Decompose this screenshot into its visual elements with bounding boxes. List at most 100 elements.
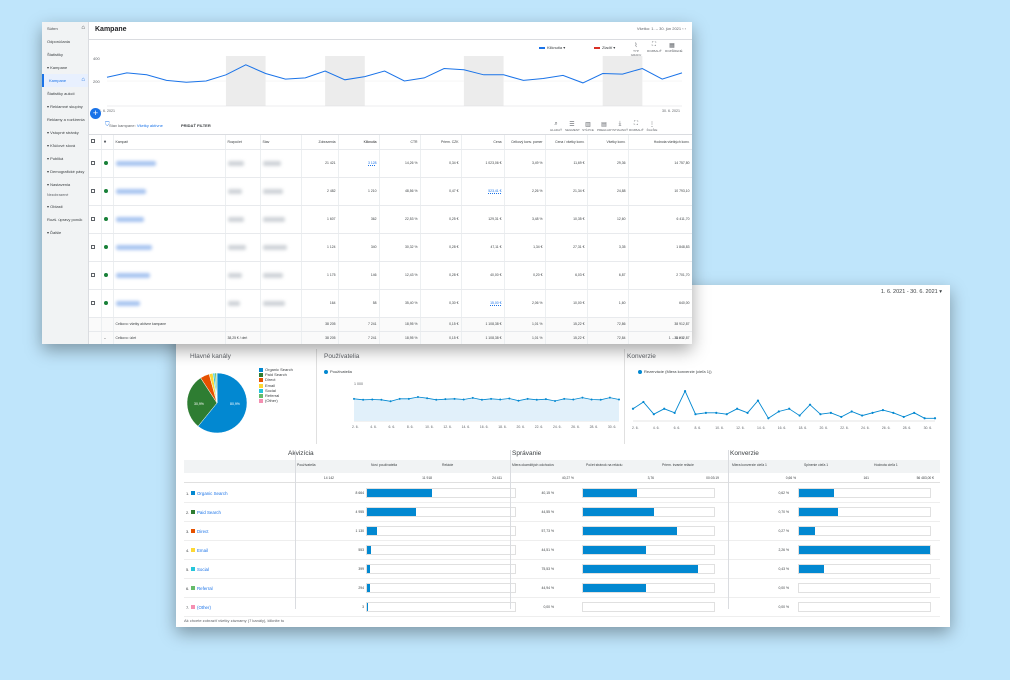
status-cell[interactable] (101, 205, 114, 234)
column-header-6[interactable]: Priem. CZK (420, 135, 462, 150)
column-header-7[interactable]: Cena (461, 135, 505, 150)
users-point[interactable] (398, 397, 401, 400)
conversion-point[interactable] (746, 411, 749, 414)
conversion-point[interactable] (933, 417, 937, 420)
redacted-campaign-name[interactable] (115, 188, 146, 194)
sidebar-item-items2[interactable]: Štatistiky (42, 48, 88, 61)
users-point[interactable] (462, 398, 465, 401)
sidebar-item-items0[interactable]: Súhrn ⌂ (42, 22, 88, 35)
users-point[interactable] (480, 398, 483, 401)
users-point[interactable] (508, 397, 511, 400)
column-header-5[interactable]: CTR (379, 135, 421, 150)
sidebar-item-items4[interactable]: Kampane ⌂ (42, 74, 88, 87)
table-row[interactable]: 1 175 146 12,43 % 0,28 €40,00 €0,20 €6,03 €… (89, 261, 692, 290)
metric1-selector[interactable]: Kliknutia ▾ (539, 45, 565, 50)
metric-cell[interactable]: 15,00 € (461, 289, 505, 318)
add-campaign-button[interactable]: + (90, 108, 101, 119)
users-point[interactable] (572, 398, 575, 401)
conversion-point[interactable] (631, 407, 635, 410)
tool-button-1[interactable]: ☰ SEGMENT (565, 121, 580, 132)
conversion-point[interactable] (652, 413, 655, 416)
conversion-point[interactable] (808, 403, 812, 406)
sidebar-item-items8[interactable]: ▾ Vstupné stránky (42, 126, 88, 139)
channel-row[interactable]: 5. Social 399 75,53 % 0,43 % (184, 560, 940, 579)
column-header-9[interactable]: Cena / všetky konv. (545, 135, 588, 150)
users-point[interactable] (416, 396, 419, 398)
channel-name-link[interactable]: (Other) (197, 604, 211, 610)
conversion-point[interactable] (756, 399, 760, 402)
sidebar-item-items6[interactable]: ▾ Reklamné skupiny (42, 100, 88, 113)
users-point[interactable] (471, 396, 474, 399)
users-point[interactable] (444, 398, 447, 401)
users-point[interactable] (435, 398, 438, 401)
campaign-name-cell[interactable] (113, 233, 226, 262)
channel-row[interactable]: 1. Organic Search 8 664 40,15 % 0,62 % (184, 484, 940, 503)
row-checkbox[interactable] (91, 272, 95, 277)
channel-name-link[interactable]: Organic Search (197, 490, 228, 496)
conversion-point[interactable] (788, 407, 791, 410)
pie-slice[interactable] (197, 372, 248, 434)
channel-row[interactable]: 6. Referral 294 44,94 % 0,00 % (184, 579, 940, 598)
active-filter-chip[interactable]: Stav kampane: Všetky aktívne (109, 123, 163, 128)
users-point[interactable] (590, 398, 593, 401)
users-point[interactable] (526, 397, 529, 400)
row-checkbox[interactable] (91, 188, 95, 193)
conversion-point[interactable] (923, 417, 926, 420)
row-checkbox-cell[interactable] (89, 149, 102, 178)
column-header-10[interactable]: Všetky konv. (587, 135, 629, 150)
conversion-point[interactable] (861, 414, 864, 417)
expand-button[interactable]: ⛶ ROZBALIŤ (647, 42, 662, 53)
channel-name-link[interactable]: Social (197, 566, 209, 572)
users-point[interactable] (608, 396, 611, 399)
users-point[interactable] (544, 398, 547, 401)
users-point[interactable] (371, 398, 374, 401)
conversion-point[interactable] (913, 411, 916, 414)
show-all-link[interactable]: Ak chcete zobraziť všetky záznamy (7 kan… (184, 618, 285, 623)
conversion-point[interactable] (694, 413, 697, 416)
campaign-name-cell[interactable] (113, 205, 226, 234)
column-header-3[interactable]: Zobrazenia (301, 135, 339, 150)
add-filter-button[interactable]: PRIDAŤ FILTER (181, 123, 211, 128)
users-point[interactable] (517, 399, 520, 402)
row-checkbox[interactable] (91, 160, 95, 165)
users-point[interactable] (353, 397, 355, 400)
users-point[interactable] (581, 396, 584, 399)
conversion-point[interactable] (725, 413, 728, 416)
status-cell[interactable] (101, 261, 114, 290)
redacted-campaign-name[interactable] (115, 216, 144, 222)
row-checkbox-cell[interactable] (89, 177, 102, 206)
column-header-8[interactable]: Celkový konv. pomer (504, 135, 546, 150)
channels-column-header[interactable]: Miera okamžitých odchodov (512, 463, 555, 467)
tool-button-2[interactable]: ▥ STĹPCE (581, 121, 595, 132)
users-point[interactable] (389, 400, 392, 403)
status-cell[interactable] (101, 233, 114, 262)
tool-button-3[interactable]: ▤ PREHĽADY (597, 121, 613, 132)
select-all-cell[interactable] (89, 135, 102, 150)
conversion-point[interactable] (673, 411, 676, 414)
conversion-point[interactable] (642, 400, 645, 404)
table-row[interactable]: 2 482 1 210 48,56 % 0,47 €523,41 €2,26 % 21,… (89, 177, 692, 206)
table-row[interactable]: 21 421 3 128 14,26 % 0,34 €1 023,06 €3,49 %… (89, 149, 692, 178)
channels-column-header[interactable]: Používatelia (297, 463, 316, 467)
users-point[interactable] (563, 397, 566, 400)
metric2-selector[interactable]: Zladiť ▾ (594, 45, 615, 50)
tool-button-6[interactable]: ⋮ ĎALŠIE (645, 121, 659, 132)
row-checkbox[interactable] (91, 244, 95, 249)
channel-name-link[interactable]: Direct (197, 528, 209, 534)
row-checkbox-cell[interactable] (89, 205, 102, 234)
channels-column-header[interactable]: Noví používatelia (371, 463, 398, 467)
campaign-name-cell[interactable] (113, 177, 226, 206)
column-header-11[interactable]: Hodnota všetkých konv. (628, 135, 692, 150)
users-point[interactable] (362, 398, 365, 401)
conversion-point[interactable] (850, 410, 853, 413)
row-checkbox-cell[interactable] (89, 233, 102, 262)
sidebar-item-items1[interactable]: Odporúčania (42, 35, 88, 48)
users-point[interactable] (453, 397, 456, 400)
row-checkbox[interactable] (91, 216, 95, 221)
chart-type-button[interactable]: ⌇ TYP GRAFU (629, 42, 643, 57)
conversion-point[interactable] (663, 407, 666, 410)
tool-button-0[interactable]: ⌕ HLADAŤ (549, 121, 563, 132)
metric-cell[interactable]: 523,41 € (461, 177, 505, 206)
sidebar-item-items5[interactable]: Štatistiky aukcií (42, 87, 88, 100)
channel-row[interactable]: 3. Direct 1 130 57,73 % 0,27 % (184, 522, 940, 541)
